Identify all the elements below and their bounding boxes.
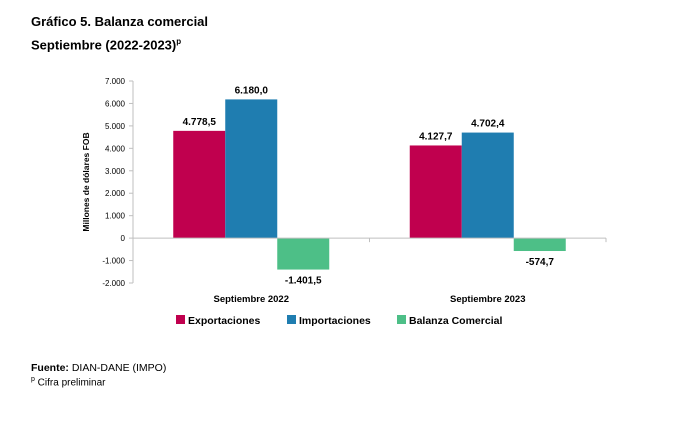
note-mark: p <box>31 376 35 383</box>
title-superscript: p <box>176 37 182 46</box>
title-line-2-text: Septiembre (2022-2023) <box>31 37 177 53</box>
data-label: 4.127,7 <box>419 131 453 142</box>
note-text: Cifra preliminar <box>34 377 106 389</box>
title-line-1: Gráfico 5. Balanza comercial <box>31 14 209 29</box>
data-label: 6.180,0 <box>235 85 269 96</box>
bar-balanza-comercial <box>277 238 330 270</box>
data-label: -1.401,5 <box>285 276 322 287</box>
source-note: Fuente: DIAN-DANE (IMPO) <box>31 362 166 374</box>
data-label: 4.702,4 <box>471 119 505 130</box>
y-tick-label: 5.000 <box>105 122 126 131</box>
bar-importaciones <box>461 132 514 239</box>
data-label: 4.778,5 <box>183 117 217 128</box>
y-tick-label: 7.000 <box>105 77 126 86</box>
y-tick-label: 0 <box>121 234 126 243</box>
preliminary-note: p Cifra preliminar <box>31 376 105 388</box>
legend-swatch <box>397 315 406 324</box>
legend-swatch <box>176 315 185 324</box>
y-tick-label: 3.000 <box>105 167 126 176</box>
legend-label: Balanza Comercial <box>409 315 502 327</box>
bar-chart: 7.000 6.000 5.000 4.000 3.000 2.000 1.000 0 -1.0… <box>81 77 607 327</box>
source-label: Fuente: <box>31 362 69 374</box>
bar-balanza-comercial <box>513 238 566 252</box>
y-tick-label: 6.000 <box>105 99 126 108</box>
y-tick-label: -2.000 <box>102 279 125 288</box>
bar-exportaciones <box>409 145 462 239</box>
bar-exportaciones <box>173 130 226 239</box>
y-tick-label: 2.000 <box>105 189 126 198</box>
x-category-label: Septiembre 2023 <box>450 294 526 305</box>
x-category-label: Septiembre 2022 <box>213 294 289 305</box>
y-tick-label: 4.000 <box>105 144 126 153</box>
bar-importaciones <box>225 99 278 239</box>
y-axis-title: Millones de dólares FOB <box>81 132 91 231</box>
chart-title: Gráfico 5. Balanza comercial Septiembre … <box>31 12 208 55</box>
y-tick-label: 1.000 <box>105 212 126 221</box>
legend-swatch <box>287 315 296 324</box>
legend-label: Importaciones <box>299 315 371 327</box>
y-tick-label: -1.000 <box>102 257 125 266</box>
source-text: DIAN-DANE (IMPO) <box>68 362 167 374</box>
data-label: -574,7 <box>526 257 555 268</box>
title-line-2: Septiembre (2022-2023)p <box>31 32 208 55</box>
legend-label: Exportaciones <box>188 315 261 327</box>
